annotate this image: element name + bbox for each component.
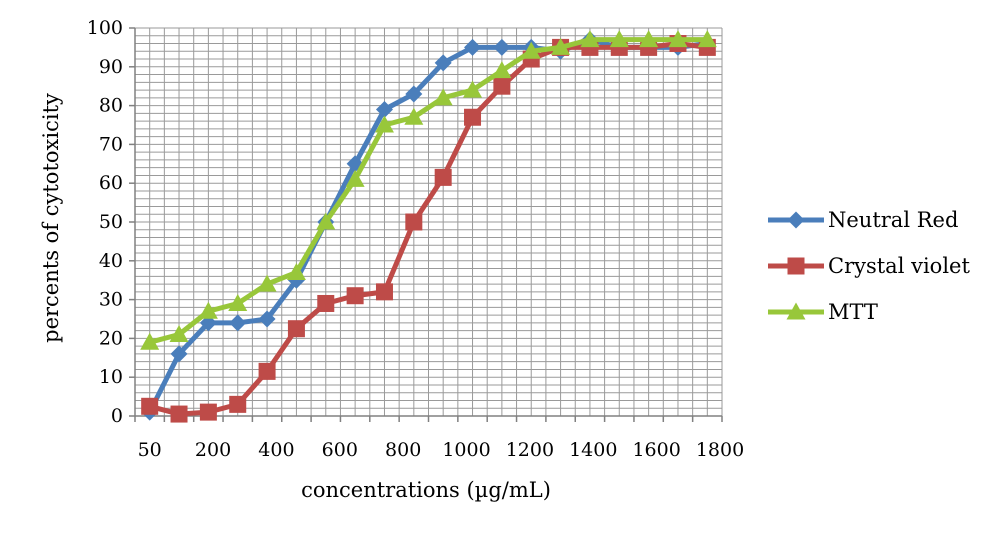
data-point-triangle bbox=[345, 169, 365, 187]
chart-legend: Neutral Red Crystal violet MTT bbox=[768, 208, 970, 324]
data-point-diamond bbox=[434, 54, 452, 72]
data-point-diamond bbox=[375, 100, 393, 118]
x-tick-label: 200 bbox=[195, 439, 231, 461]
legend-item: Crystal violet bbox=[768, 254, 970, 278]
data-point-diamond bbox=[405, 85, 423, 103]
data-point-square bbox=[258, 362, 276, 380]
series-layer bbox=[140, 30, 717, 423]
x-tick-label: 800 bbox=[385, 439, 421, 461]
data-point-triangle bbox=[169, 325, 189, 343]
data-point-triangle bbox=[286, 262, 306, 280]
y-tick-label: 90 bbox=[99, 56, 123, 78]
data-point-triangle bbox=[697, 30, 717, 48]
legend-marker-square bbox=[787, 257, 805, 275]
data-point-diamond bbox=[258, 310, 276, 328]
x-tick-label: 1800 bbox=[696, 439, 744, 461]
data-point-square bbox=[287, 320, 305, 338]
y-tick-labels: 0 10 20 30 40 50 60 70 80 90 100 bbox=[87, 17, 123, 427]
data-point-square bbox=[170, 405, 188, 423]
x-tick-labels: 50 200 400 600 800 1000 1200 1400 1600 1800 bbox=[138, 439, 745, 461]
data-point-diamond bbox=[229, 314, 247, 332]
legend-item: Neutral Red bbox=[768, 208, 958, 232]
legend-label: MTT bbox=[828, 300, 878, 324]
y-tick-label: 80 bbox=[99, 95, 123, 117]
data-point-triangle bbox=[316, 212, 336, 230]
y-axis-title: percents of cytotoxicity bbox=[39, 93, 63, 343]
x-tick-label: 1200 bbox=[506, 439, 554, 461]
legend-label: Crystal violet bbox=[828, 254, 970, 278]
series-crystal-violet bbox=[141, 35, 716, 423]
x-tick-label: 400 bbox=[258, 439, 294, 461]
data-point-square bbox=[464, 108, 482, 126]
x-tick-label: 50 bbox=[138, 439, 162, 461]
x-tick-label: 1400 bbox=[569, 439, 617, 461]
data-point-triangle bbox=[521, 41, 541, 59]
data-point-square bbox=[229, 395, 247, 413]
data-point-triangle bbox=[668, 30, 688, 48]
y-tick-label: 10 bbox=[99, 366, 123, 388]
legend-marker-diamond bbox=[787, 211, 805, 229]
data-point-diamond bbox=[170, 345, 188, 363]
data-point-triangle bbox=[492, 61, 512, 79]
x-tick-label: 1600 bbox=[632, 439, 680, 461]
data-point-diamond bbox=[493, 38, 511, 56]
data-point-square bbox=[199, 403, 217, 421]
plot-axes bbox=[129, 27, 723, 422]
data-point-square bbox=[405, 213, 423, 231]
data-point-square bbox=[375, 283, 393, 301]
data-point-square bbox=[141, 397, 159, 415]
data-point-triangle bbox=[198, 301, 218, 319]
data-point-triangle bbox=[609, 30, 629, 48]
data-point-triangle bbox=[228, 293, 248, 311]
y-tick-label: 0 bbox=[111, 405, 123, 427]
data-point-triangle bbox=[374, 115, 394, 133]
data-point-triangle bbox=[433, 88, 453, 106]
y-tick-label: 70 bbox=[99, 133, 123, 155]
data-point-triangle bbox=[639, 30, 659, 48]
series-mtt bbox=[140, 30, 717, 350]
data-point-diamond bbox=[464, 38, 482, 56]
x-tick-label: 1000 bbox=[442, 439, 490, 461]
data-point-triangle bbox=[580, 30, 600, 48]
x-tick-label: 600 bbox=[322, 439, 358, 461]
legend-item: MTT bbox=[768, 300, 878, 324]
y-tick-label: 100 bbox=[87, 17, 123, 39]
data-point-triangle bbox=[257, 274, 277, 292]
y-tick-label: 20 bbox=[99, 327, 123, 349]
x-axis-title: concentrations (µg/mL) bbox=[301, 478, 551, 502]
data-point-square bbox=[434, 168, 452, 186]
data-point-triangle bbox=[404, 107, 424, 125]
y-tick-label: 50 bbox=[99, 211, 123, 233]
data-point-square bbox=[317, 294, 335, 312]
data-point-square bbox=[346, 287, 364, 305]
data-point-square bbox=[493, 77, 511, 95]
y-tick-label: 60 bbox=[99, 172, 123, 194]
data-point-triangle bbox=[140, 332, 160, 350]
legend-marker-triangle bbox=[786, 302, 806, 320]
data-point-triangle bbox=[551, 37, 571, 55]
data-point-triangle bbox=[463, 80, 483, 98]
y-tick-label: 40 bbox=[99, 250, 123, 272]
legend-label: Neutral Red bbox=[828, 208, 958, 232]
plot-grid bbox=[134, 27, 723, 417]
y-tick-label: 30 bbox=[99, 289, 123, 311]
